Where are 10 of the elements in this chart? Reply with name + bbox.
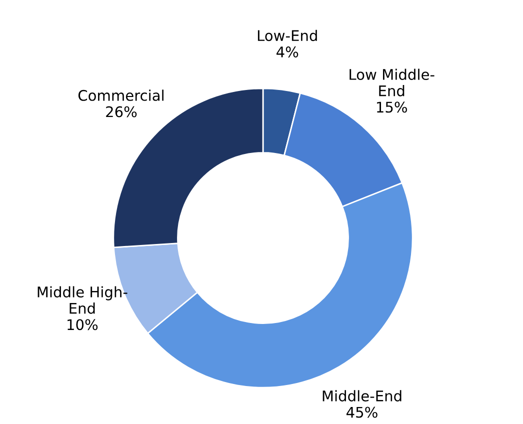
data-label: 15%: [377, 102, 408, 113]
slice-label: Commercial: [78, 90, 164, 101]
data-label: 45%: [346, 406, 378, 418]
slice-label: Low Middle- End: [350, 68, 434, 96]
data-label: 4%: [276, 46, 298, 58]
slice-label: Middle-End: [322, 390, 402, 402]
data-label: 26%: [106, 106, 137, 118]
data-label: 10%: [68, 319, 98, 330]
slice-label: Middle High- End: [38, 286, 128, 314]
slice-label: Low-End: [258, 30, 317, 42]
